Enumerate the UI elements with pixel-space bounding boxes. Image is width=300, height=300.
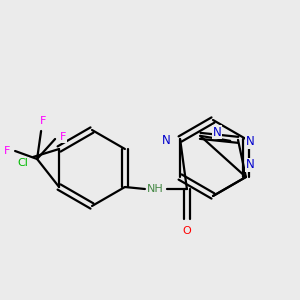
Text: F: F xyxy=(40,116,46,126)
Text: F: F xyxy=(60,132,66,142)
Text: N: N xyxy=(246,135,254,148)
Text: N: N xyxy=(162,134,170,148)
Text: NH: NH xyxy=(146,184,163,194)
Text: O: O xyxy=(182,226,191,236)
Text: N: N xyxy=(245,158,254,172)
Text: N: N xyxy=(213,125,221,139)
Text: Cl: Cl xyxy=(18,158,28,168)
Text: F: F xyxy=(4,146,10,156)
